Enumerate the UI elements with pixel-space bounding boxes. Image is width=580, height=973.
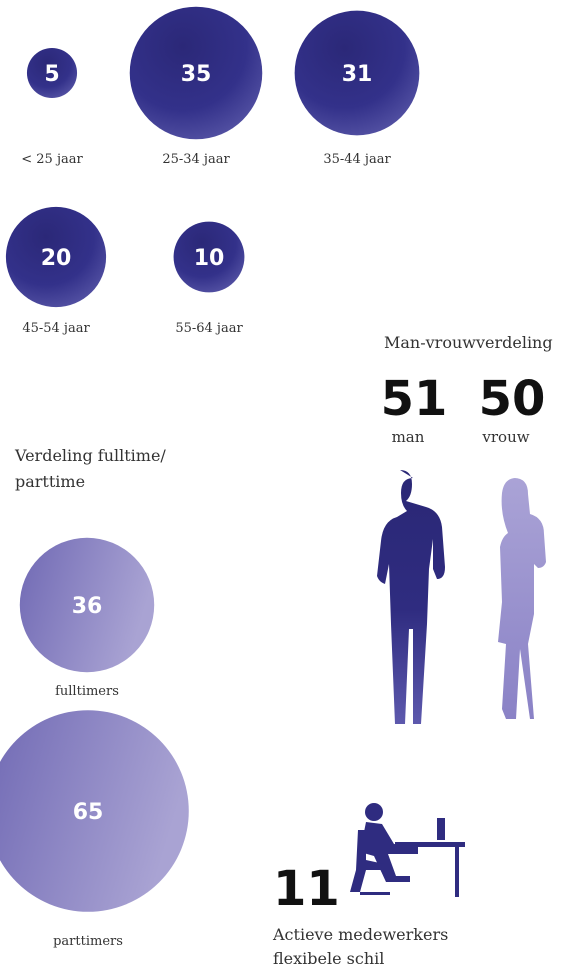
employment-value: 36 [72, 594, 103, 619]
man-icon [377, 470, 445, 724]
gender-value: 50 [479, 371, 546, 427]
age-value: 35 [181, 62, 212, 87]
employment-title: Verdeling fulltime/ [14, 446, 166, 465]
woman-icon [498, 478, 546, 719]
employment-label: parttimers [53, 934, 123, 949]
age-label: 45-54 jaar [22, 321, 90, 336]
employment-title: parttime [15, 472, 85, 491]
age-label: < 25 jaar [21, 152, 83, 167]
age-value: 10 [194, 246, 225, 271]
age-label: 35-44 jaar [323, 152, 391, 167]
age-value: 5 [44, 62, 59, 87]
employment-value: 65 [73, 800, 104, 825]
age-value: 20 [41, 246, 72, 271]
employment-label: fulltimers [55, 684, 119, 699]
page: 5 < 25 jaar 35 25-34 jaar 31 35-44 jaar 20 45-5… [0, 0, 580, 973]
flex-value: 11 [273, 861, 340, 917]
flex-label: Actieve medewerkers [272, 925, 448, 944]
age-label: 55-64 jaar [175, 321, 243, 336]
age-value: 31 [342, 62, 373, 87]
age-label: 25-34 jaar [162, 152, 230, 167]
gender-title: Man-vrouwverdeling [384, 333, 553, 352]
infographic: 5 < 25 jaar 35 25-34 jaar 31 35-44 jaar 20 45-5… [0, 0, 580, 973]
gender-value: 51 [381, 371, 448, 427]
gender-label: vrouw [481, 428, 529, 446]
gender-label: man [392, 428, 425, 446]
flex-label: flexibele schil [273, 949, 384, 968]
desk-worker-icon [350, 803, 465, 897]
